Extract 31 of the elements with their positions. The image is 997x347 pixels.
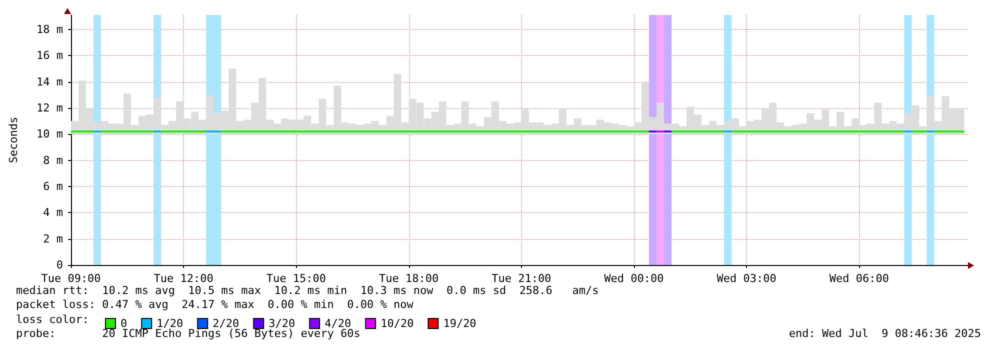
x-tick-label: Wed 00:00 [604,272,664,285]
y-tick-label: 6 m [43,180,64,193]
x-tick-label: Tue 21:00 [492,272,552,285]
x-tick-label: Tue 09:00 [41,272,101,285]
legend-label: 3/20 [268,317,296,330]
x-tick-label: Wed 03:00 [716,272,776,285]
y-tick-label: 8 m [43,154,64,167]
y-tick-label: 2 m [43,232,64,246]
y-tick-label: 10 m [36,128,64,141]
x-tick-label: Tue 18:00 [378,272,439,285]
legend-label: 1/20 [156,317,184,330]
x-tick-label: Wed 06:00 [829,272,889,285]
legend-label: 10/20 [380,317,414,330]
legend-label: 0 [120,317,128,330]
y-tick-label: 12 m [36,101,64,114]
legend-title: loss color: [16,313,89,326]
text: packet loss: 0.47 % avg 24.17 % max 0.00 % min 0.00 % now [16,298,414,311]
text: median rtt: 10.2 ms avg 10.5 ms max 10.2 ms min 10.3 ms now 0.0 ms sd 258.6 am/s [16,284,599,297]
legend-label: 4/20 [324,317,352,330]
y-tick-label: 18 m [36,22,64,36]
text: probe: 20 ICMP Echo Pings (56 Bytes) every 60s [16,327,360,340]
text: end: Wed Jul 9 08:46:36 2025 [788,327,981,340]
x-tick-label: Tue 15:00 [266,272,326,285]
y-tick-label: 16 m [36,49,64,62]
y-tick-label: 14 m [36,75,64,88]
legend-label: 19/20 [443,317,476,330]
y-axis-title: Seconds [7,116,20,164]
legend-label: 2/20 [212,317,240,330]
x-tick-label: Tue 12:00 [154,272,214,285]
y-tick-label: 0 [56,258,63,272]
y-tick-label: 4 m [43,206,64,220]
